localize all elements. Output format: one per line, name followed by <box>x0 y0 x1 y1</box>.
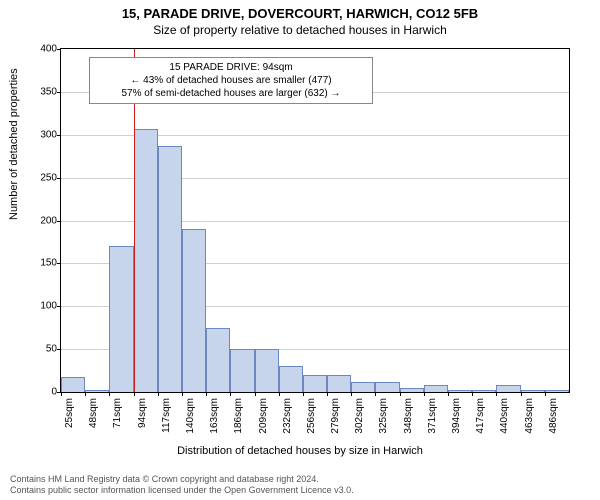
histogram-bar <box>351 382 375 392</box>
x-tick-label: 209sqm <box>258 398 269 434</box>
x-tick-label: 325sqm <box>378 398 389 434</box>
chart-title: 15, PARADE DRIVE, DOVERCOURT, HARWICH, C… <box>0 0 600 21</box>
x-tick-label: 394sqm <box>451 398 462 434</box>
histogram-bar <box>182 229 206 392</box>
histogram-bar <box>230 349 254 392</box>
histogram-bar <box>85 390 109 392</box>
y-tick-label: 50 <box>46 344 61 355</box>
x-tick-label: 463sqm <box>524 398 535 434</box>
histogram-bar <box>109 246 133 392</box>
histogram-bar <box>448 390 472 392</box>
y-tick-label: 0 <box>51 387 61 398</box>
x-tick-label: 163sqm <box>209 398 220 434</box>
x-tick-label: 186sqm <box>233 398 244 434</box>
histogram-bar <box>472 390 496 392</box>
x-tick-label: 71sqm <box>112 398 123 428</box>
chart-subtitle: Size of property relative to detached ho… <box>0 23 600 37</box>
x-tick-label: 117sqm <box>161 398 172 433</box>
chart-container: 15, PARADE DRIVE, DOVERCOURT, HARWICH, C… <box>0 0 600 500</box>
x-axis-label: Distribution of detached houses by size … <box>0 445 600 457</box>
histogram-bar <box>255 349 279 392</box>
y-tick-label: 200 <box>40 215 61 226</box>
histogram-bar <box>206 328 230 392</box>
footer-line-2: Contains public sector information licen… <box>10 485 354 496</box>
histogram-bar <box>545 390 569 392</box>
annotation-box: 15 PARADE DRIVE: 94sqm← 43% of detached … <box>89 57 373 104</box>
x-tick-label: 140sqm <box>185 398 196 434</box>
annotation-line: 57% of semi-detached houses are larger (… <box>96 87 366 100</box>
histogram-bar <box>134 129 158 392</box>
x-tick-label: 232sqm <box>282 398 293 434</box>
annotation-line: ← 43% of detached houses are smaller (47… <box>96 74 366 87</box>
histogram-bar <box>158 146 182 392</box>
histogram-bar <box>424 385 448 392</box>
histogram-bar <box>327 375 351 392</box>
histogram-bar <box>375 382 399 392</box>
y-axis-label: Number of detached properties <box>8 68 20 220</box>
x-tick-label: 417sqm <box>475 398 486 434</box>
y-tick-label: 300 <box>40 129 61 140</box>
histogram-bar <box>400 388 424 392</box>
x-tick-label: 440sqm <box>499 398 510 434</box>
footer-line-1: Contains HM Land Registry data © Crown c… <box>10 474 354 485</box>
x-tick-label: 25sqm <box>64 398 75 428</box>
x-tick-label: 302sqm <box>354 398 365 434</box>
histogram-bar <box>61 377 85 392</box>
histogram-bar <box>496 385 520 392</box>
annotation-line: 15 PARADE DRIVE: 94sqm <box>96 61 366 74</box>
plot-area: 05010015020025030035040025sqm48sqm71sqm9… <box>60 48 570 393</box>
x-tick-label: 48sqm <box>88 398 99 428</box>
histogram-bar <box>521 390 545 392</box>
x-tick-label: 256sqm <box>306 398 317 434</box>
y-tick-label: 150 <box>40 258 61 269</box>
y-tick-label: 250 <box>40 172 61 183</box>
histogram-bar <box>279 366 303 392</box>
x-tick-label: 486sqm <box>548 398 559 434</box>
y-tick-label: 400 <box>40 44 61 55</box>
x-tick-label: 371sqm <box>427 398 438 434</box>
y-tick-label: 350 <box>40 86 61 97</box>
histogram-bar <box>303 375 327 392</box>
footer-attribution: Contains HM Land Registry data © Crown c… <box>10 474 354 496</box>
x-tick-label: 94sqm <box>137 398 148 428</box>
y-tick-label: 100 <box>40 301 61 312</box>
x-tick-label: 348sqm <box>403 398 414 434</box>
x-tick-label: 279sqm <box>330 398 341 434</box>
